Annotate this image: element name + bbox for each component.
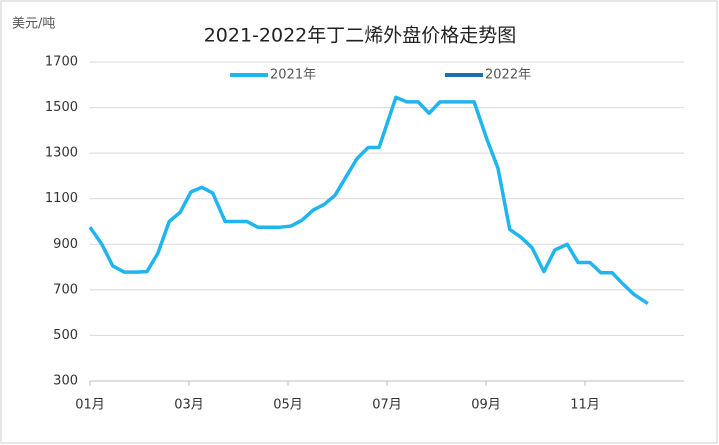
y-tick-label: 900 bbox=[53, 237, 78, 252]
y-tick-label: 1500 bbox=[45, 100, 78, 115]
x-tick-label: 05月 bbox=[273, 398, 303, 413]
y-axis-label: 美元/吨 bbox=[12, 17, 55, 32]
legend-label: 2021年 bbox=[270, 68, 316, 83]
legend-label: 2022年 bbox=[485, 68, 531, 83]
y-tick-label: 700 bbox=[53, 282, 78, 297]
y-tick-label: 1100 bbox=[45, 191, 78, 206]
x-tick-label: 03月 bbox=[174, 398, 204, 413]
chart-title: 2021-2022年丁二烯外盘价格走势图 bbox=[204, 25, 517, 47]
y-tick-label: 1700 bbox=[45, 55, 78, 70]
y-tick-label: 500 bbox=[53, 328, 78, 343]
y-tick-label: 300 bbox=[53, 374, 78, 389]
x-tick-label: 01月 bbox=[75, 398, 105, 413]
series-line bbox=[88, 95, 649, 305]
y-tick-label: 1300 bbox=[45, 146, 78, 161]
x-tick-label: 07月 bbox=[372, 398, 402, 413]
x-tick-label: 11月 bbox=[570, 398, 600, 413]
x-tick-label: 09月 bbox=[471, 398, 501, 413]
